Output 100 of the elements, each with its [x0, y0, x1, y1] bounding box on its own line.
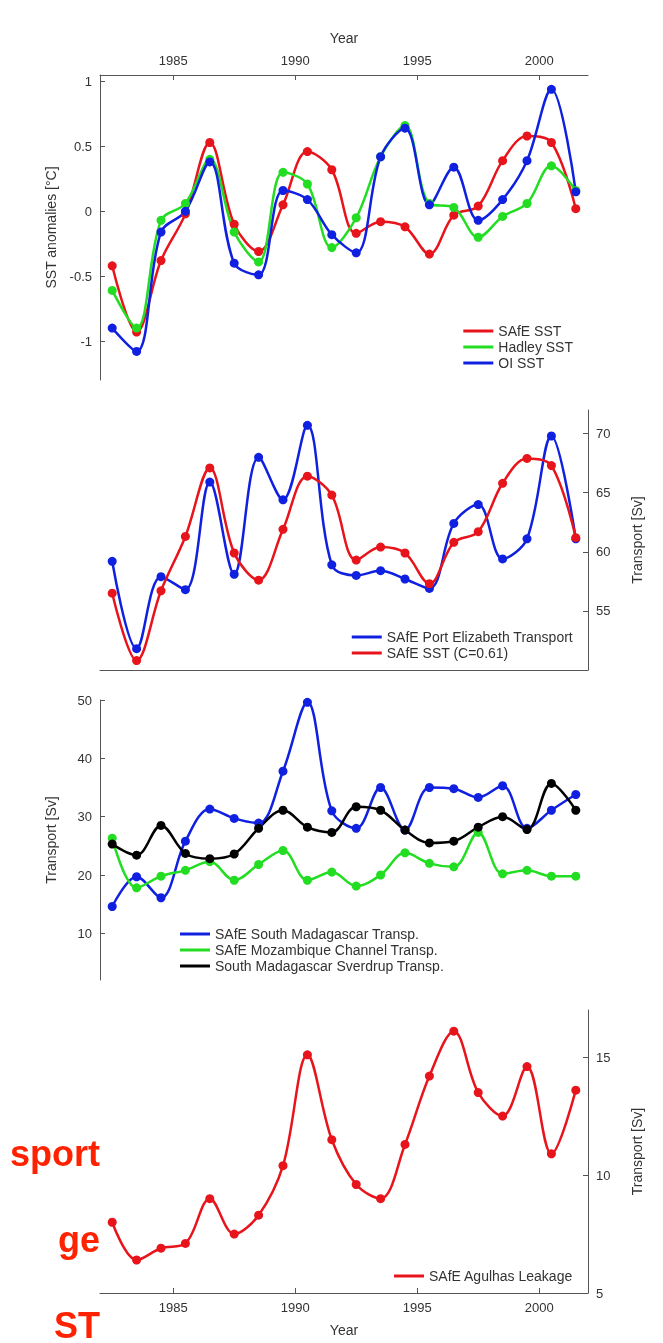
point: [254, 860, 264, 869]
point: [327, 243, 337, 253]
point: [546, 778, 556, 788]
y2-tick-label: 65: [596, 485, 611, 501]
text: ST: [53, 1304, 100, 1343]
point: [473, 822, 483, 832]
point: [156, 256, 166, 266]
point: [156, 572, 166, 582]
point: [498, 195, 508, 205]
point: [571, 1085, 581, 1095]
point: [449, 836, 459, 846]
point: [449, 162, 459, 172]
point: [254, 575, 264, 585]
point: [180, 865, 190, 875]
point: [571, 790, 581, 799]
point: [546, 871, 556, 881]
point: [498, 869, 508, 879]
point: [449, 210, 459, 220]
x-tick-label: 1995: [402, 53, 432, 68]
point: [278, 167, 288, 177]
point: [229, 1229, 239, 1239]
text: ge: [57, 1218, 100, 1260]
point: [351, 555, 361, 565]
point: [400, 548, 410, 558]
point: [449, 537, 459, 547]
point: [400, 1139, 410, 1149]
x-tick-label: 1990: [280, 1300, 310, 1315]
point: [107, 1217, 117, 1227]
point: [376, 783, 386, 792]
point: [473, 232, 483, 242]
y-axis-title: SST anomalies [°C]: [43, 166, 59, 289]
point: [522, 453, 532, 463]
point: [473, 792, 483, 802]
point: [254, 1210, 264, 1220]
point: [302, 1050, 312, 1060]
point: [424, 858, 434, 868]
point: [278, 186, 288, 196]
point: [424, 579, 434, 589]
point: [473, 527, 483, 537]
point: [522, 1062, 532, 1072]
point: [546, 137, 556, 147]
point: [229, 875, 239, 885]
x-axis-title: Year: [329, 1322, 359, 1338]
point: [400, 222, 410, 232]
legend-label: Hadley SST: [498, 339, 574, 355]
y-tick-label: 1: [84, 73, 92, 89]
y-tick-label: 30: [77, 809, 92, 825]
point: [254, 270, 264, 280]
point: [278, 846, 288, 855]
y-axis-title: Transport [Sv]: [43, 796, 59, 884]
point: [180, 531, 190, 541]
y-tick-label: 0: [84, 203, 92, 219]
legend-label: SAfE Port Elizabeth Transport: [386, 629, 573, 645]
point: [180, 585, 190, 595]
point: [302, 147, 312, 157]
legend-label: SAfE SST (C=0.61): [386, 645, 509, 661]
point: [376, 217, 386, 227]
point: [132, 323, 142, 333]
point: [229, 849, 239, 859]
point: [351, 1180, 361, 1190]
point: [522, 198, 532, 208]
point: [132, 1255, 142, 1265]
point: [132, 656, 142, 666]
point: [522, 865, 532, 875]
point: [449, 862, 459, 872]
y-tick-label: 10: [77, 925, 92, 941]
y-tick-label: 50: [77, 692, 92, 708]
point: [571, 871, 581, 881]
point: [351, 881, 361, 891]
point: [205, 1194, 215, 1204]
y2-tick-label: 5: [596, 1285, 604, 1301]
point: [449, 518, 459, 528]
legend-label: SAfE Mozambique Channel Transp.: [215, 942, 438, 958]
point: [571, 204, 581, 214]
y2-tick-label: 15: [596, 1049, 611, 1065]
point: [302, 697, 312, 707]
legend-label: OI SST: [498, 355, 545, 371]
point: [327, 827, 337, 837]
point: [498, 478, 508, 488]
legend-label: SAfE Agulhas Leakage: [429, 1268, 573, 1284]
point: [498, 781, 508, 791]
point: [132, 850, 142, 860]
point: [376, 1194, 386, 1204]
point: [156, 820, 166, 830]
point: [278, 200, 288, 210]
point: [302, 875, 312, 885]
x-tick-label: 1995: [402, 1300, 432, 1315]
point: [376, 566, 386, 576]
point: [132, 872, 142, 882]
y-tick-label: -1: [80, 333, 92, 349]
point: [107, 902, 117, 911]
point: [498, 812, 508, 822]
point: [180, 836, 190, 846]
x-tick-label: 2000: [524, 1300, 554, 1315]
y-tick-label: 0.5: [73, 138, 92, 154]
point: [156, 871, 166, 881]
point: [327, 490, 337, 500]
point: [327, 165, 337, 175]
point: [498, 554, 508, 564]
point: [424, 249, 434, 259]
